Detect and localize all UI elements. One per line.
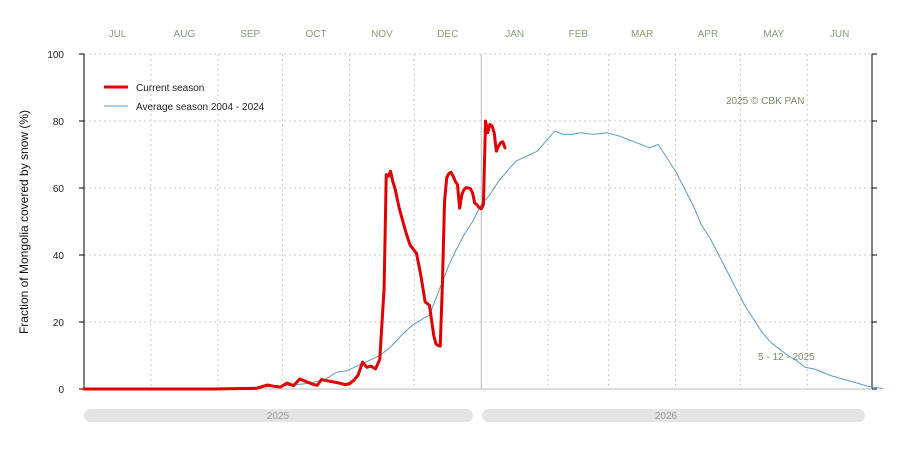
month-label: APR — [698, 29, 719, 40]
date-label: 5 - 12 - 2025 — [758, 352, 815, 363]
month-label: JUL — [109, 29, 127, 40]
year-label-2025: 2025 — [267, 411, 290, 422]
copyright-note: 2025 © CBK PAN — [726, 96, 804, 107]
y-tick-label: 20 — [53, 318, 65, 329]
y-axis-label: Fraction of Mongolia covered by snow (%) — [17, 110, 31, 334]
month-label: OCT — [306, 29, 327, 40]
legend-label-average: Average season 2004 - 2024 — [136, 102, 265, 113]
year-bar-2025 — [84, 409, 473, 422]
month-label: FEB — [569, 29, 589, 40]
month-label: AUG — [174, 29, 196, 40]
series-line-current — [82, 119, 507, 391]
grid — [84, 53, 872, 389]
month-label: MAY — [763, 29, 784, 40]
y-tick-label: 80 — [53, 117, 65, 128]
month-label: JUN — [830, 29, 849, 40]
month-label: NOV — [371, 29, 393, 40]
y-tick-label: 60 — [53, 184, 65, 195]
y-tick-label: 0 — [58, 385, 64, 396]
legend: Current season Average season 2004 - 202… — [104, 83, 265, 113]
y-tick-label: 40 — [53, 251, 65, 262]
month-labels: JUL AUG SEP OCT NOV DEC JAN FEB MAR APR MAY JUN — [109, 29, 850, 40]
year-bars: 2025 2026 — [84, 409, 865, 422]
year-label-2026: 2026 — [655, 411, 678, 422]
month-label: MAR — [631, 29, 653, 40]
month-label: JAN — [505, 29, 524, 40]
y-tick-label: 100 — [47, 50, 64, 61]
legend-label-current: Current season — [136, 83, 204, 94]
month-label: SEP — [240, 29, 260, 40]
series-lines — [82, 119, 884, 391]
year-bar-2026 — [482, 409, 865, 422]
month-label: DEC — [437, 29, 458, 40]
